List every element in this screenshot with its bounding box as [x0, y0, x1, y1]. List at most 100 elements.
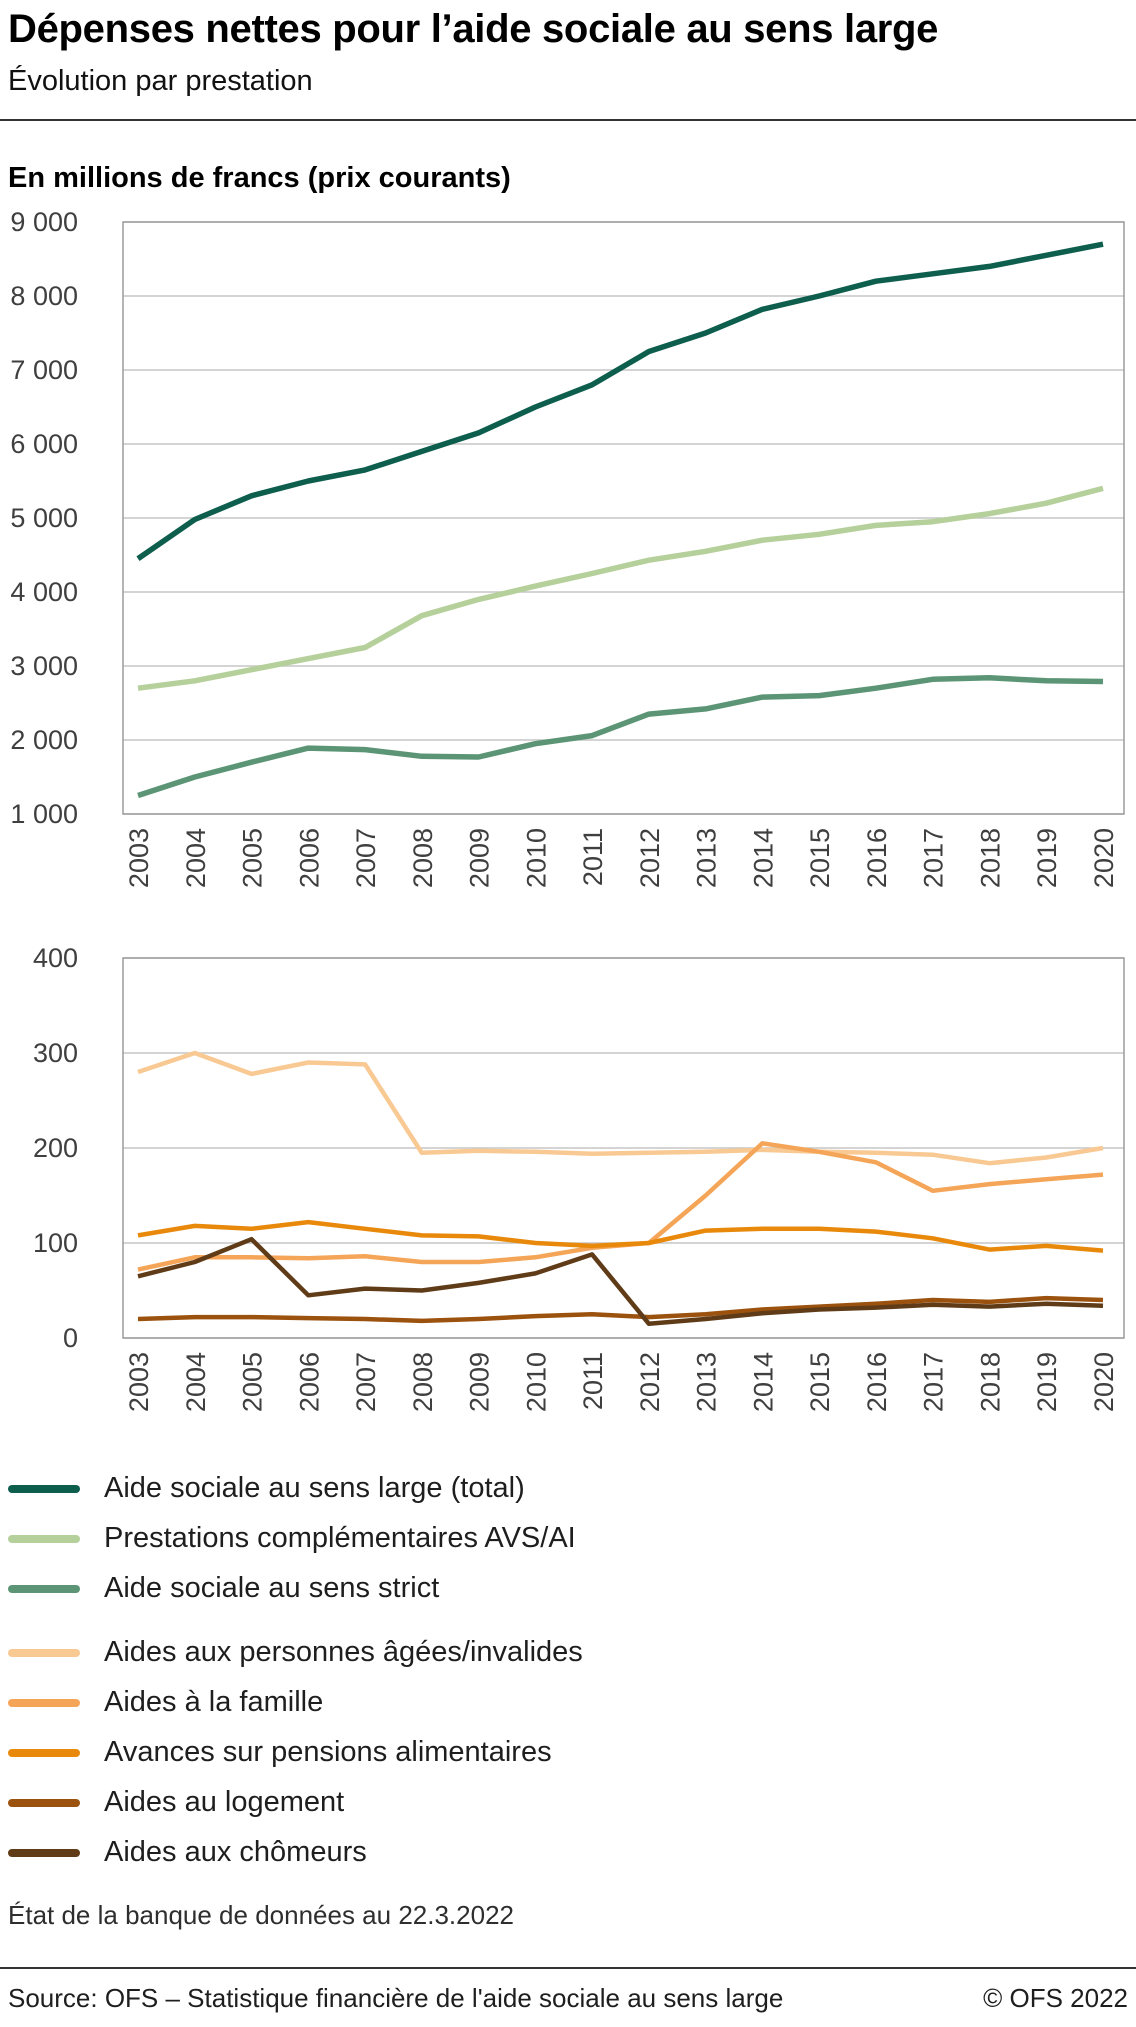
x-tick-label: 2007: [351, 828, 381, 888]
y-tick-label: 5 000: [10, 503, 78, 533]
x-tick-label: 2015: [805, 828, 835, 888]
x-tick-label: 2018: [976, 828, 1006, 888]
x-tick-label: 2016: [862, 828, 892, 888]
x-tick-label: 2010: [521, 1352, 551, 1412]
plot-frame: [122, 956, 1125, 1339]
series-line-avances-sur-pensions-alimentaires: [137, 1219, 1104, 1253]
x-tick-label: 2011: [578, 1352, 608, 1410]
x-tick-label: 2010: [521, 828, 551, 888]
y-tick-label: 100: [33, 1228, 78, 1258]
legend-swatch-aides-aux-personnes-agees-invalides: [8, 1648, 80, 1657]
x-tick-label: 2003: [124, 828, 154, 888]
x-tick-label: 2013: [692, 828, 722, 888]
legend-swatch-avances-sur-pensions-alimentaires: [8, 1748, 80, 1757]
x-tick-label: 2004: [181, 1352, 211, 1412]
x-tick-label: 2020: [1089, 1352, 1119, 1412]
y-tick-label: 8 000: [10, 281, 78, 311]
legend-label: Aides aux chômeurs: [104, 1836, 367, 1869]
gridlines: [123, 956, 1124, 1339]
x-tick-label: 2005: [238, 828, 268, 888]
series-line-aides-aux-chomeurs: [137, 1236, 1104, 1326]
legend-label: Aide sociale au sens large (total): [104, 1472, 525, 1505]
legend-swatch-aide-sociale-au-sens-strict: [8, 1584, 80, 1593]
x-tick-label: 2012: [635, 1352, 665, 1412]
chart-top: 1 000 2 000 3 000 4 000 5 000 6 000 7 000 8 000…: [10, 207, 1125, 888]
series-line-aides-au-logement: [137, 1295, 1104, 1323]
legend-item-prestations-complementaires-avs-ai: Prestations complémentaires AVS/AI: [8, 1514, 1128, 1564]
y-tick-label: 9 000: [10, 207, 78, 237]
x-tick-label: 2019: [1032, 1352, 1062, 1412]
legend-swatch-prestations-complementaires-avs-ai: [8, 1534, 80, 1543]
x-tick-label: 2015: [805, 1352, 835, 1412]
legend-item-aide-sociale-au-sens-strict: Aide sociale au sens strict: [8, 1564, 1128, 1614]
x-tick-label: 2014: [748, 828, 778, 888]
footer: Source: OFS – Statistique financière de …: [0, 1983, 1136, 2014]
x-tick-label: 2012: [635, 828, 665, 888]
y-tick-label: 6 000: [10, 429, 78, 459]
x-tick-label: 2020: [1089, 828, 1119, 888]
page-subtitle: Évolution par prestation: [8, 65, 313, 97]
x-tick-label: 2018: [976, 1352, 1006, 1412]
series-line-aides-aux-personnes-agees-invalides: [137, 1050, 1104, 1166]
y-tick-label: 4 000: [10, 577, 78, 607]
y-tick-label: 3 000: [10, 651, 78, 681]
series-line-aide-sociale-au-sens-strict: [137, 674, 1104, 798]
y-tick-label: 1 000: [10, 799, 78, 829]
legend-swatch-aide-sociale-au-sens-large-total: [8, 1484, 80, 1493]
copyright-text: © OFS 2022: [983, 1982, 1128, 2013]
chart-axis-title: En millions de francs (prix courants): [8, 161, 511, 194]
x-tick-label: 2014: [748, 1352, 778, 1412]
legend-swatch-aides-au-logement: [8, 1798, 80, 1807]
page-title: Dépenses nettes pour l’aide sociale au s…: [8, 7, 939, 51]
series-line-prestations-complementaires-avs-ai: [137, 485, 1104, 691]
chart-bottom: 0 100 200 300 400 2003 2004 2005 2006 2007 2008 200…: [33, 943, 1125, 1412]
legend-item-aides-a-la-famille: Aides à la famille: [8, 1678, 1128, 1728]
source-text: Source: OFS – Statistique financière de …: [8, 1982, 784, 2013]
x-tick-label: 2017: [919, 1352, 949, 1412]
legend-group-2: Aides aux personnes âgées/invalides Aides…: [8, 1628, 1128, 1878]
y-tick-label: 2 000: [10, 725, 78, 755]
series-line-aides-a-la-famille: [137, 1140, 1104, 1272]
x-tick-label: 2003: [124, 1352, 154, 1412]
y-tick-label: 0: [63, 1323, 78, 1353]
legend-label: Prestations complémentaires AVS/AI: [104, 1522, 576, 1555]
x-tick-label: 2013: [692, 1352, 722, 1412]
header-divider: [0, 118, 1136, 121]
legend-label: Aide sociale au sens strict: [104, 1572, 440, 1605]
x-tick-label: 2009: [465, 828, 495, 888]
legend-swatch-aides-aux-chomeurs: [8, 1848, 80, 1857]
x-tick-label: 2006: [294, 828, 324, 888]
y-tick-label: 400: [33, 943, 78, 973]
x-tick-label: 2006: [294, 1352, 324, 1412]
legend: Aide sociale au sens large (total) Presta…: [0, 1464, 1136, 1878]
legend-item-aides-au-logement: Aides au logement: [8, 1778, 1128, 1828]
legend-item-avances-sur-pensions-alimentaires: Avances sur pensions alimentaires: [8, 1728, 1128, 1778]
x-tick-label: 2011: [578, 828, 608, 886]
legend-item-aides-aux-personnes-agees-invalides: Aides aux personnes âgées/invalides: [8, 1628, 1128, 1678]
x-tick-label: 2005: [238, 1352, 268, 1412]
legend-swatch-aides-a-la-famille: [8, 1698, 80, 1707]
legend-item-aides-aux-chomeurs: Aides aux chômeurs: [8, 1828, 1128, 1878]
plot-frame: [122, 220, 1125, 815]
x-tick-label: 2004: [181, 828, 211, 888]
legend-item-aide-sociale-au-sens-large-total: Aide sociale au sens large (total): [8, 1464, 1128, 1514]
y-tick-label: 300: [33, 1038, 78, 1068]
x-tick-label: 2008: [408, 828, 438, 888]
legend-label: Avances sur pensions alimentaires: [104, 1736, 552, 1769]
y-tick-label: 7 000: [10, 355, 78, 385]
y-tick-label: 200: [33, 1133, 78, 1163]
x-tick-label: 2008: [408, 1352, 438, 1412]
legend-label: Aides aux personnes âgées/invalides: [104, 1636, 583, 1669]
x-tick-label: 2019: [1032, 828, 1062, 888]
footer-divider: [0, 1966, 1136, 1969]
x-tick-label: 2007: [351, 1352, 381, 1412]
x-tick-label: 2017: [919, 828, 949, 888]
footnote: État de la banque de données au 22.3.202…: [8, 1899, 514, 1930]
x-tick-label: 2009: [465, 1352, 495, 1412]
legend-label: Aides au logement: [104, 1786, 345, 1819]
series-line-aide-sociale-au-sens-large-total: [136, 241, 1104, 561]
x-tick-label: 2016: [862, 1352, 892, 1412]
legend-group-1: Aide sociale au sens large (total) Presta…: [8, 1464, 1128, 1614]
legend-label: Aides à la famille: [104, 1686, 324, 1719]
